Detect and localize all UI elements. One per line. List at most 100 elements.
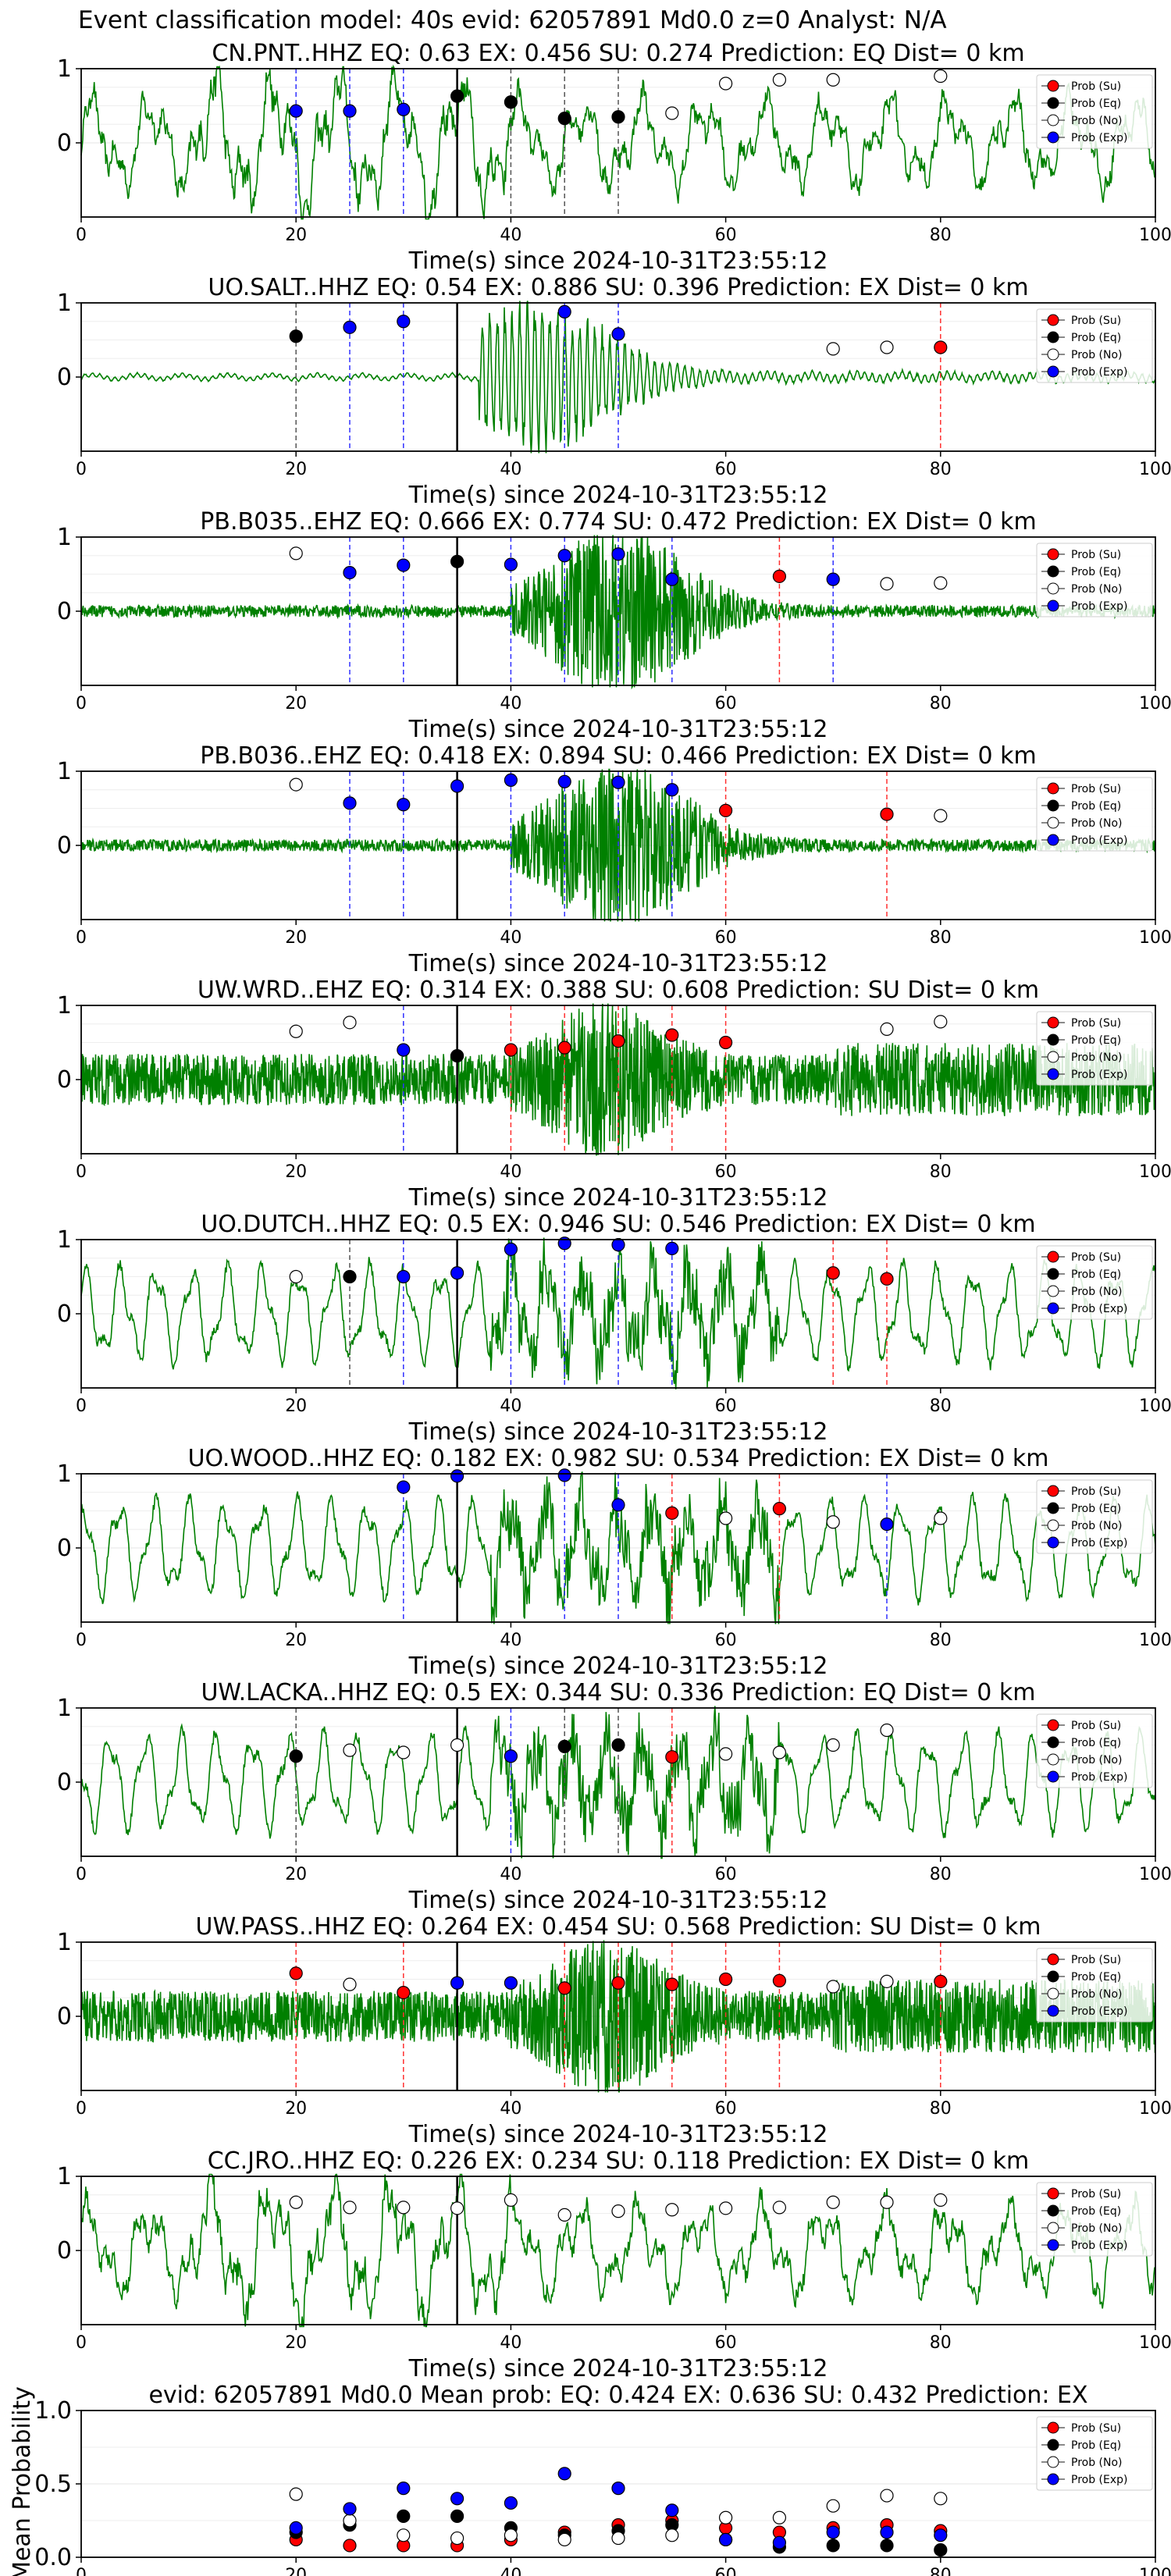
legend-marker-exp	[1047, 1068, 1059, 1080]
waveform-trace	[80, 1471, 1156, 1624]
y-tick-label: 0.5	[34, 2471, 72, 2498]
legend-label-no: Prob (No)	[1071, 583, 1123, 596]
legend-label-su: Prob (Su)	[1071, 1485, 1121, 1498]
y-tick-label: 1.0	[34, 2397, 72, 2425]
prob-point-su	[665, 1750, 679, 1764]
subplot-title: UO.WOOD..HHZ EQ: 0.182 EX: 0.982 SU: 0.5…	[188, 1445, 1049, 1472]
subplot-6: UO.WOOD..HHZ EQ: 0.182 EX: 0.982 SU: 0.5…	[57, 1445, 1171, 1680]
legend-marker-no	[1047, 1753, 1059, 1766]
prob-point-no	[343, 1743, 357, 1757]
prob-point-exp	[289, 104, 303, 118]
legend-marker-no	[1047, 1051, 1059, 1063]
waveform-trace	[80, 1940, 1156, 2093]
mean-point-exp	[557, 2467, 571, 2481]
legend-label-eq: Prob (Eq)	[1071, 566, 1121, 578]
legend-label-exp: Prob (Exp)	[1071, 366, 1128, 379]
legend-marker-eq	[1047, 799, 1059, 812]
prob-point-exp	[504, 557, 518, 571]
prob-point-su	[934, 1974, 948, 1988]
prob-point-exp	[665, 783, 679, 797]
subplot-4: UW.WRD..EHZ EQ: 0.314 EX: 0.388 SU: 0.60…	[57, 977, 1171, 1212]
x-tick-label: 40	[500, 226, 521, 245]
prob-point-no	[289, 546, 303, 560]
x-tick-label: 100	[1139, 928, 1171, 948]
legend-label-no: Prob (No)	[1071, 349, 1123, 361]
legend-marker-exp	[1047, 600, 1059, 612]
prob-point-no	[665, 106, 679, 120]
prob-point-eq	[611, 1738, 625, 1752]
legend-label-eq: Prob (Eq)	[1071, 1503, 1121, 1515]
legend-marker-su	[1047, 548, 1059, 560]
mean-point-exp	[397, 2482, 411, 2496]
legend-label-eq: Prob (Eq)	[1071, 1971, 1121, 1984]
prob-point-exp	[343, 104, 357, 118]
prob-point-no	[343, 2201, 357, 2215]
y-tick-label: 0	[57, 598, 72, 625]
prob-point-no	[289, 2195, 303, 2209]
prob-point-no	[343, 1977, 357, 1991]
waveform-trace	[80, 1003, 1156, 1156]
prob-point-no	[772, 2201, 787, 2215]
legend-label-no: Prob (No)	[1071, 1051, 1123, 1064]
legend-box	[1036, 1713, 1153, 1788]
legend-marker-exp	[1047, 131, 1059, 144]
prob-point-exp	[450, 1469, 464, 1483]
legend-marker-su	[1047, 2187, 1059, 2200]
prob-point-exp	[611, 1238, 625, 1252]
x-tick-label: 100	[1139, 460, 1171, 479]
legend-label-no: Prob (No)	[1071, 2457, 1123, 2469]
prob-point-no	[934, 576, 948, 590]
legend-label-exp: Prob (Exp)	[1071, 1069, 1128, 1081]
legend-label-eq: Prob (Eq)	[1071, 98, 1121, 110]
legend-label-su: Prob (Su)	[1071, 1251, 1121, 1264]
legend-marker-exp	[1047, 1536, 1059, 1549]
x-tick-label: 80	[930, 1865, 952, 1884]
subplot-3: PB.B036..EHZ EQ: 0.418 EX: 0.894 SU: 0.4…	[57, 742, 1171, 977]
legend-marker-eq	[1047, 1034, 1059, 1046]
prob-point-eq	[611, 110, 625, 124]
legend-label-eq: Prob (Eq)	[1071, 2439, 1121, 2452]
prob-point-no	[289, 777, 303, 792]
x-tick-label: 100	[1139, 1397, 1171, 1416]
subplot-title: UW.LACKA..HHZ EQ: 0.5 EX: 0.344 SU: 0.33…	[201, 1679, 1035, 1706]
y-tick-label: 0	[57, 1066, 72, 1094]
x-tick-label: 80	[930, 2333, 952, 2353]
prob-point-no	[718, 1747, 733, 1761]
prob-point-no	[826, 342, 840, 356]
legend-marker-eq	[1047, 1502, 1059, 1514]
x-tick-label: 0	[76, 460, 87, 479]
prob-point-exp	[611, 327, 625, 341]
waveform-trace	[80, 2173, 1156, 2328]
subplot-title: CN.PNT..HHZ EQ: 0.63 EX: 0.456 SU: 0.274…	[212, 40, 1024, 67]
figure-title: Event classification model: 40s evid: 62…	[78, 6, 947, 34]
prob-point-eq	[289, 1749, 303, 1763]
legend-marker-eq	[1047, 97, 1059, 109]
x-tick-label: 100	[1139, 1162, 1171, 1182]
legend-marker-eq	[1047, 1970, 1059, 1983]
prob-point-no	[934, 1511, 948, 1525]
prob-point-exp	[343, 320, 357, 334]
prob-point-no	[880, 2195, 894, 2209]
legend-marker-no	[1047, 348, 1059, 361]
x-tick-label: 0	[76, 226, 87, 245]
prob-point-su	[665, 1028, 679, 1042]
subplot-title: CC.JRO..HHZ EQ: 0.226 EX: 0.234 SU: 0.11…	[208, 2147, 1030, 2175]
legend-label-eq: Prob (Eq)	[1071, 332, 1121, 344]
x-tick-label: 40	[500, 928, 521, 948]
legend-label-eq: Prob (Eq)	[1071, 2205, 1121, 2218]
legend-label-su: Prob (Su)	[1071, 2188, 1121, 2201]
mean-point-eq	[397, 2509, 411, 2523]
y-tick-label: 1	[57, 992, 72, 1019]
y-tick-label: 1	[57, 524, 72, 551]
legend-marker-su	[1047, 1485, 1059, 1497]
prob-point-no	[289, 1024, 303, 1038]
x-tick-label: 0	[76, 1631, 87, 1650]
prob-point-exp	[557, 304, 571, 318]
prob-point-no	[934, 69, 948, 84]
mean-point-exp	[665, 2503, 679, 2517]
mean-point-no	[611, 2531, 625, 2546]
legend-marker-no	[1047, 1987, 1059, 2000]
legend-marker-exp	[1047, 2239, 1059, 2251]
prob-point-exp	[557, 774, 571, 788]
